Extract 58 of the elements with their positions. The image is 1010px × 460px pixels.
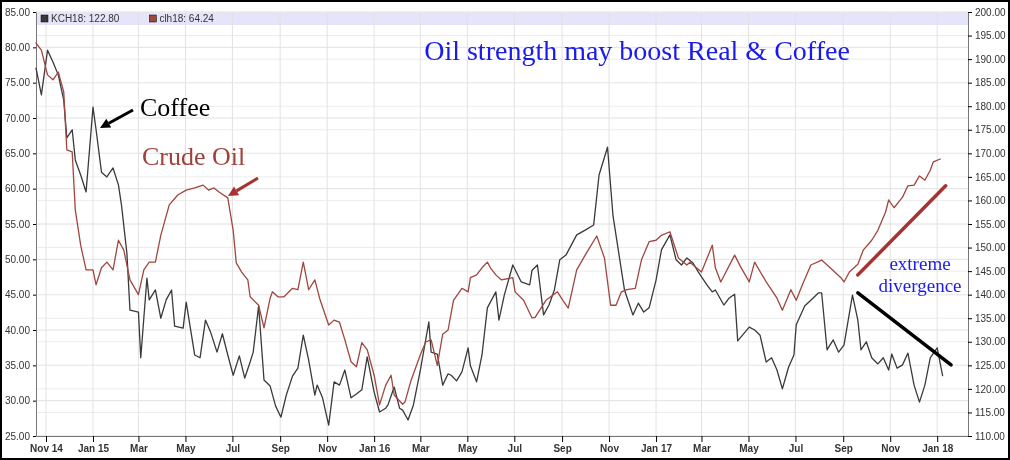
x-tick-label: Jan 15: [77, 443, 110, 455]
x-tick-label: Sep: [834, 443, 853, 455]
legend-label: clh18: 64.24: [159, 13, 215, 24]
y2-tick-label: 180.00: [975, 100, 1007, 112]
legend-label: KCH18: 122.80: [51, 13, 120, 24]
x-tick-label: Jan 18: [922, 443, 954, 455]
y2-tick-label: 170.00: [975, 148, 1007, 160]
y-tick-label: 85.00: [4, 6, 31, 18]
x-tick-label: Mar: [130, 443, 148, 455]
y2-tick-label: 190.00: [975, 53, 1007, 65]
annotation: Coffee: [140, 93, 211, 122]
y-tick-label: 40.00: [4, 324, 31, 336]
x-tick-label: May: [458, 443, 478, 455]
y-tick-label: 55.00: [4, 218, 31, 230]
y2-tick-label: 140.00: [975, 289, 1007, 301]
y2-tick-label: 155.00: [975, 218, 1007, 230]
y-tick-label: 30.00: [4, 395, 31, 407]
y2-tick-label: 165.00: [975, 171, 1007, 183]
y2-tick-label: 195.00: [975, 30, 1007, 42]
x-tick-label: Nov: [600, 443, 620, 455]
y2-tick-label: 150.00: [975, 242, 1007, 254]
y-tick-label: 70.00: [4, 112, 31, 124]
y-tick-label: 35.00: [4, 360, 31, 372]
y2-tick-label: 160.00: [975, 195, 1007, 207]
y2-tick-label: 120.00: [975, 383, 1007, 395]
annotation: Crude Oil: [142, 142, 246, 171]
y2-tick-label: 175.00: [975, 124, 1007, 136]
y2-tick-label: 115.00: [975, 407, 1006, 419]
y-tick-label: 65.00: [4, 148, 31, 160]
y2-tick-label: 145.00: [975, 265, 1007, 277]
annotation: extreme divergence: [878, 253, 962, 296]
x-tick-label: Jan 17: [640, 443, 673, 455]
x-tick-label: Nov 14: [30, 443, 64, 455]
y-tick-label: 80.00: [4, 42, 31, 54]
x-tick-label: Sep: [553, 443, 572, 455]
x-tick-label: Mar: [411, 443, 430, 455]
y-tick-label: 75.00: [4, 77, 31, 89]
x-tick-label: Jul: [507, 443, 523, 455]
y2-tick-label: 125.00: [975, 360, 1007, 372]
x-tick-label: Jul: [788, 443, 804, 455]
y-tick-label: 25.00: [4, 430, 31, 442]
x-tick-label: Nov: [318, 443, 338, 455]
x-tick-label: May: [739, 443, 760, 455]
x-tick-label: Jan 16: [359, 443, 391, 455]
y-tick-label: 50.00: [4, 254, 31, 266]
y2-tick-label: 135.00: [975, 312, 1007, 324]
x-tick-label: Sep: [271, 443, 290, 455]
y2-tick-label: 130.00: [975, 336, 1007, 348]
y2-tick-label: 110.00: [975, 430, 1006, 442]
text: Oil strength may boost Real & Coffee: [424, 35, 850, 66]
x-tick-label: Mar: [693, 443, 711, 455]
x-tick-label: Nov: [881, 443, 901, 455]
x-tick-label: Jul: [225, 443, 241, 455]
y2-tick-label: 200.00: [975, 6, 1007, 18]
y-tick-label: 60.00: [4, 183, 31, 195]
y2-tick-label: 185.00: [975, 77, 1007, 89]
x-tick-label: May: [176, 443, 197, 455]
y-tick-label: 45.00: [4, 289, 31, 301]
